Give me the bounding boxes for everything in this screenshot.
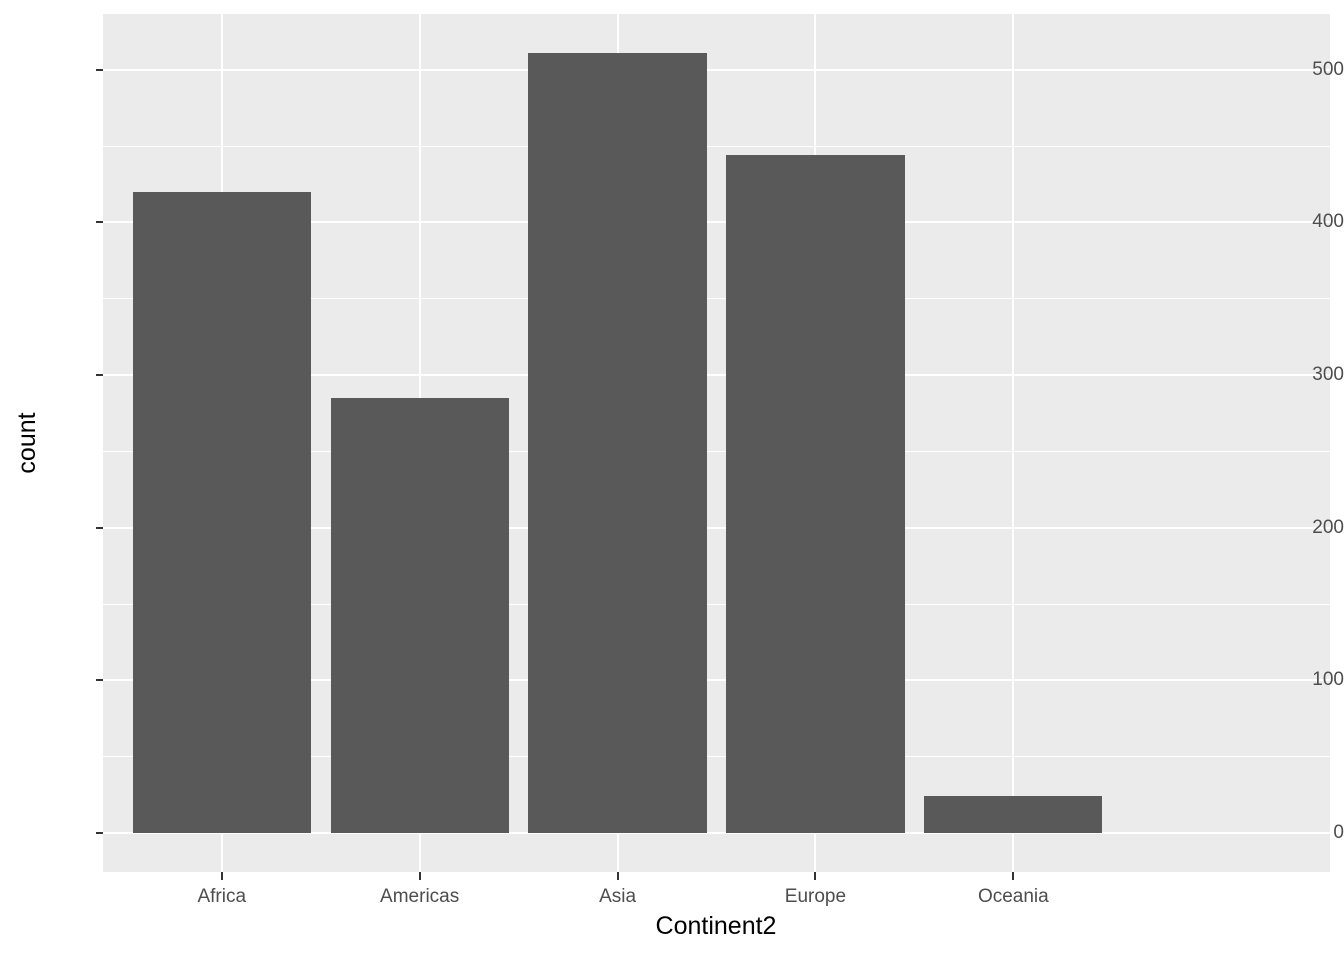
bar-americas: [330, 397, 509, 834]
bar-asia: [528, 52, 707, 834]
y-tick-mark: [96, 679, 103, 682]
bar-africa: [132, 191, 311, 834]
gridline-minor-y: [103, 145, 1330, 147]
x-axis-title: Continent2: [655, 912, 777, 940]
y-tick-mark: [96, 374, 103, 377]
x-tick-label-africa: Africa: [197, 886, 247, 907]
x-tick-mark: [1012, 872, 1015, 880]
gridline-minor-y: [103, 756, 1330, 758]
y-tick-label: 500: [1312, 58, 1344, 80]
gridline-major-y: [103, 374, 1330, 377]
gridline-minor-y: [103, 298, 1330, 300]
y-tick-label: 100: [1312, 669, 1344, 691]
y-tick-label: 200: [1312, 516, 1344, 538]
y-axis-title: count: [13, 412, 41, 474]
y-tick-mark: [96, 526, 103, 529]
gridline-minor-y: [103, 450, 1330, 452]
gridline-major-y: [103, 68, 1330, 71]
y-tick-label: 300: [1312, 364, 1344, 386]
bar-oceania: [924, 796, 1103, 834]
x-tick-label-europe: Europe: [784, 886, 847, 907]
gridline-major-x: [1012, 14, 1015, 872]
x-tick-label-asia: Asia: [599, 886, 637, 907]
x-tick-mark: [220, 872, 223, 880]
x-tick-label-oceania: Oceania: [977, 886, 1049, 907]
y-tick-mark: [96, 68, 103, 71]
x-tick-label-americas: Americas: [380, 886, 460, 907]
gridline-major-y: [103, 221, 1330, 224]
x-tick-mark: [418, 872, 421, 880]
y-tick-label: 0: [1333, 822, 1344, 844]
gridline-major-y: [103, 679, 1330, 682]
y-tick-label: 400: [1312, 211, 1344, 233]
x-tick-mark: [814, 872, 817, 880]
bar-europe: [726, 155, 905, 834]
y-tick-mark: [96, 832, 103, 835]
gridline-minor-y: [103, 603, 1330, 605]
y-tick-mark: [96, 221, 103, 224]
gridline-major-y: [103, 832, 1330, 835]
x-tick-mark: [616, 872, 619, 880]
gridline-major-y: [103, 526, 1330, 529]
plot-panel: [103, 14, 1330, 872]
